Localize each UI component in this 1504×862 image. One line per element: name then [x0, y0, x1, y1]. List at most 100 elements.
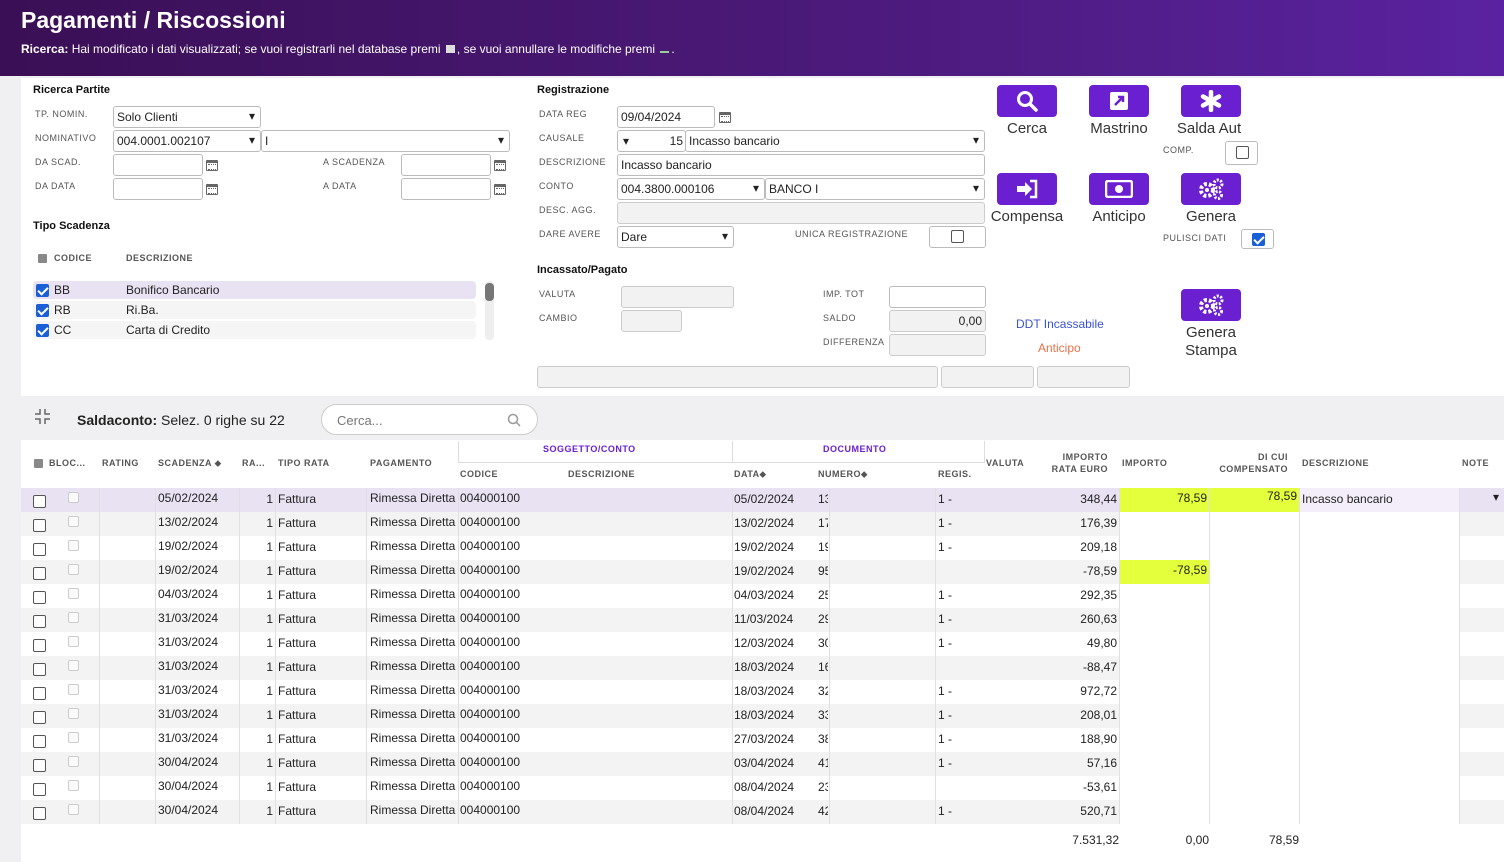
col-descrizione-soggetto[interactable]: DESCRIZIONE — [568, 469, 636, 479]
col-di-cui-compensato[interactable]: DI CUI COMPENSATO — [1210, 452, 1288, 474]
table-row[interactable]: 13/02/2024 1 Fattura Rimessa Diretta 0040001… — [21, 512, 1504, 536]
col-codice[interactable]: CODICE — [460, 469, 499, 479]
genera-label[interactable]: Genera — [1185, 208, 1237, 225]
genera-stampa-button[interactable] — [1181, 289, 1241, 321]
col-valuta[interactable]: VALUTA — [986, 458, 1025, 468]
cell-importo-bg[interactable] — [1120, 608, 1209, 632]
list-item[interactable]: BB Bonifico Bancario — [33, 281, 476, 299]
valuta-input[interactable] — [621, 286, 734, 308]
bloc-checkbox[interactable] — [68, 612, 79, 623]
cell-importo-bg[interactable] — [1120, 584, 1209, 608]
cell-descrizione-bg[interactable] — [1300, 536, 1459, 560]
cell-descrizione-bg[interactable] — [1300, 776, 1459, 800]
cell-importo-bg[interactable] — [1120, 776, 1209, 800]
bloc-checkbox[interactable] — [68, 708, 79, 719]
cell-di-cui-bg[interactable] — [1210, 656, 1299, 680]
select-all-rows-checkbox[interactable] — [34, 459, 43, 468]
conto-name-select[interactable]: BANCO I — [765, 178, 985, 200]
a-data-input[interactable] — [401, 178, 491, 200]
row-checkbox[interactable] — [33, 591, 46, 604]
genera-button[interactable] — [1181, 173, 1241, 205]
col-numero[interactable]: NUMERO⬥ — [818, 469, 868, 480]
bloc-checkbox[interactable] — [68, 780, 79, 791]
row-checkbox[interactable] — [33, 759, 46, 772]
nominativo-code-select[interactable]: 004.0001.002107 — [113, 130, 261, 152]
row-checkbox[interactable] — [33, 639, 46, 652]
calendar-icon[interactable] — [719, 112, 731, 123]
cambio-input[interactable] — [621, 310, 682, 332]
compensa-button[interactable] — [997, 173, 1057, 205]
cell-descrizione-bg[interactable] — [1300, 680, 1459, 704]
a-scadenza-input[interactable] — [401, 154, 491, 176]
bloc-checkbox[interactable] — [68, 804, 79, 815]
type-checkbox[interactable] — [36, 304, 49, 317]
causale-code-select[interactable]: ▾ 15 — [617, 130, 686, 152]
ddt-incassabile-link[interactable]: DDT Incassabile — [1016, 317, 1104, 331]
col-data[interactable]: DATA⬥ — [734, 469, 766, 480]
table-row[interactable]: 05/02/2024 1 Fattura Rimessa Diretta 0040001… — [21, 488, 1504, 512]
dare-avere-select[interactable]: Dare — [617, 226, 734, 248]
desc-agg-input[interactable] — [617, 202, 985, 224]
bloc-checkbox[interactable] — [68, 684, 79, 695]
cell-importo-bg[interactable] — [1120, 752, 1209, 776]
cell-descrizione-bg[interactable] — [1300, 752, 1459, 776]
row-checkbox[interactable] — [33, 807, 46, 820]
mastrino-label[interactable]: Mastrino — [1090, 120, 1148, 137]
cell-descrizione-bg[interactable] — [1300, 632, 1459, 656]
cell-importo-bg[interactable] — [1120, 704, 1209, 728]
genera-stampa-label[interactable]: Genera — [1185, 324, 1237, 341]
table-row[interactable]: 30/04/2024 1 Fattura Rimessa Diretta 0040001… — [21, 800, 1504, 824]
cell-importo-bg[interactable] — [1120, 632, 1209, 656]
cell-descrizione-bg[interactable] — [1300, 704, 1459, 728]
cell-importo-bg[interactable] — [1120, 728, 1209, 752]
type-checkbox[interactable] — [36, 324, 49, 337]
bloc-checkbox[interactable] — [68, 660, 79, 671]
table-row[interactable]: 31/03/2024 1 Fattura Rimessa Diretta 0040001… — [21, 728, 1504, 752]
col-tipo-rata[interactable]: TIPO RATA — [278, 458, 330, 468]
anticipo-label[interactable]: Anticipo — [1092, 208, 1146, 225]
bloc-checkbox[interactable] — [68, 540, 79, 551]
calendar-icon[interactable] — [206, 184, 218, 195]
cell-di-cui-bg[interactable] — [1210, 512, 1299, 536]
table-row[interactable]: 04/03/2024 1 Fattura Rimessa Diretta 0040001… — [21, 584, 1504, 608]
col-rating[interactable]: RATING — [102, 458, 139, 468]
salda-aut-label[interactable]: Salda Aut — [1176, 120, 1242, 137]
row-checkbox[interactable] — [33, 735, 46, 748]
row-checkbox[interactable] — [33, 495, 46, 508]
cell-importo-bg[interactable] — [1120, 800, 1209, 824]
row-checkbox[interactable] — [33, 711, 46, 724]
scrollbar[interactable] — [485, 281, 494, 340]
calendar-icon[interactable] — [494, 184, 506, 195]
bloc-checkbox[interactable] — [68, 516, 79, 527]
save-db-icon[interactable] — [445, 45, 455, 53]
col-descrizione[interactable]: DESCRIZIONE — [1302, 458, 1370, 468]
genera-stampa-label-2[interactable]: Stampa — [1185, 342, 1237, 359]
nominativo-name-select[interactable]: I — [261, 130, 510, 152]
cell-di-cui-bg[interactable] — [1210, 704, 1299, 728]
col-ra[interactable]: RA... — [242, 458, 266, 468]
table-row[interactable]: 30/04/2024 1 Fattura Rimessa Diretta 0040001… — [21, 776, 1504, 800]
cell-descrizione-bg[interactable] — [1300, 656, 1459, 680]
cell-importo-bg[interactable] — [1120, 488, 1209, 512]
unica-registrazione-checkbox[interactable] — [951, 230, 964, 243]
tp-nomin-select[interactable]: Solo Clienti — [113, 106, 261, 128]
list-item[interactable]: CC Carta di Credito — [33, 321, 476, 339]
col-note[interactable]: NOTE — [1462, 458, 1490, 468]
collapse-icon[interactable] — [34, 408, 51, 425]
cerca-label[interactable]: Cerca — [1006, 120, 1047, 137]
anticipo-button[interactable] — [1089, 173, 1149, 205]
row-checkbox[interactable] — [33, 615, 46, 628]
cell-di-cui-bg[interactable] — [1210, 752, 1299, 776]
cell-di-cui-bg[interactable] — [1210, 536, 1299, 560]
cell-descrizione-bg[interactable] — [1300, 488, 1459, 512]
cell-di-cui-bg[interactable] — [1210, 560, 1299, 584]
cell-descrizione-bg[interactable] — [1300, 560, 1459, 584]
list-item[interactable]: RB Ri.Ba. — [33, 301, 476, 319]
cell-descrizione-bg[interactable] — [1300, 608, 1459, 632]
table-row[interactable]: 31/03/2024 1 Fattura Rimessa Diretta 0040001… — [21, 680, 1504, 704]
cell-importo-bg[interactable] — [1120, 512, 1209, 536]
cell-di-cui-bg[interactable] — [1210, 800, 1299, 824]
row-checkbox[interactable] — [33, 567, 46, 580]
pulisci-dati-checkbox[interactable] — [1252, 233, 1265, 246]
cell-descrizione-bg[interactable] — [1300, 728, 1459, 752]
